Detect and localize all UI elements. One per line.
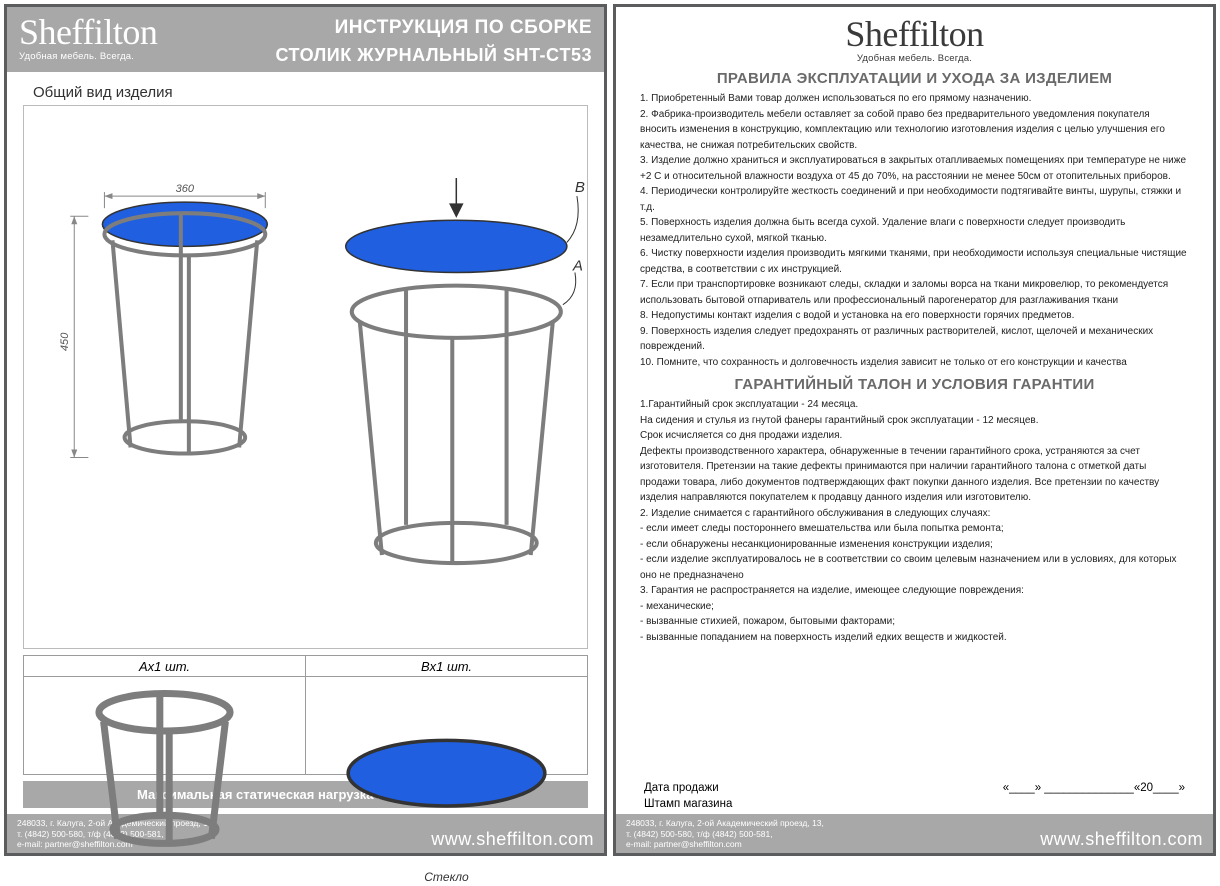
- brand-name-right: Sheffilton: [845, 17, 983, 51]
- part-a-label: A: [572, 257, 583, 274]
- tabletop-ellipse: [102, 202, 267, 246]
- stamp-label: Штамп магазина: [644, 798, 732, 810]
- warranty-item: 1.Гарантийный срок эксплуатации - 24 мес…: [640, 397, 1189, 413]
- part-b-ellipse: [346, 220, 567, 272]
- brand-name: Sheffilton: [19, 15, 157, 49]
- part-b-cell: Bх1 шт. Стекло: [306, 656, 587, 774]
- dim-height: 450: [59, 332, 71, 351]
- rule-item: 1. Приобретенный Вами товар должен испол…: [640, 91, 1189, 107]
- rule-item: 4. Периодически контролируйте жесткость …: [640, 184, 1189, 215]
- part-a-icon: [24, 677, 305, 869]
- warranty-item: - если имеет следы постороннего вмешател…: [640, 521, 1189, 537]
- warranty-item: 3. Гарантия не распространяется на издел…: [640, 583, 1189, 599]
- rule-item: 7. Если при транспортировке возникают сл…: [640, 277, 1189, 308]
- part-a-cell: Aх1 шт.: [24, 656, 306, 774]
- part-b-material: Стекло: [306, 869, 587, 886]
- product-title: СТОЛИК ЖУРНАЛЬНЫЙ SHT-CT53: [171, 45, 592, 66]
- warranty-body: 1.Гарантийный срок эксплуатации - 24 мес…: [626, 397, 1203, 645]
- warranty-item: Срок исчисляется со дня продажи изделия.: [640, 428, 1189, 444]
- warranty-item: - вызванные стихией, пожаром, бытовыми ф…: [640, 614, 1189, 630]
- date-label: Дата продажи: [644, 782, 719, 794]
- date-blank: «____» ______________«20____»: [1003, 782, 1185, 794]
- part-a-head: Aх1 шт.: [24, 656, 305, 677]
- rule-item: 6. Чистку поверхности изделия производит…: [640, 246, 1189, 277]
- right-page: Sheffilton Удобная мебель. Всегда. ПРАВИ…: [613, 4, 1216, 856]
- brand-tagline: Удобная мебель. Всегда.: [19, 51, 157, 62]
- part-b-head: Bх1 шт.: [306, 656, 587, 677]
- right-inner: Sheffilton Удобная мебель. Всегда. ПРАВИ…: [616, 7, 1213, 814]
- rule-item: 9. Поверхность изделия следует предохран…: [640, 324, 1189, 355]
- rule-item: 10. Помните, что сохранность и долговечн…: [640, 355, 1189, 371]
- warranty-item: 2. Изделие снимается с гарантийного обсл…: [640, 506, 1189, 522]
- part-b-icon: [306, 677, 587, 869]
- warranty-item: - механические;: [640, 599, 1189, 615]
- rules-body: 1. Приобретенный Вами товар должен испол…: [626, 91, 1203, 370]
- dim-width: 360: [176, 183, 195, 195]
- right-footer: 248033, г. Калуга, 2-ой Академический пр…: [616, 814, 1213, 853]
- assembly-diagram: 360 450: [23, 105, 588, 649]
- general-view-label: Общий вид изделия: [33, 84, 594, 101]
- warranty-item: - если изделие эксплуатировалось не в со…: [640, 552, 1189, 583]
- brand-logo-right: Sheffilton Удобная мебель. Всегда.: [845, 17, 983, 64]
- warranty-item: Дефекты производственного характера, обн…: [640, 444, 1189, 506]
- right-header: Sheffilton Удобная мебель. Всегда.: [626, 13, 1203, 64]
- brand-logo: Sheffilton Удобная мебель. Всегда.: [19, 15, 157, 62]
- footer-url-right: www.sheffilton.com: [1040, 828, 1203, 851]
- warranty-item: На сидения и стулья из гнутой фанеры гар…: [640, 413, 1189, 429]
- rule-item: 3. Изделие должно храниться и эксплуатир…: [640, 153, 1189, 184]
- parts-table: Aх1 шт. Bх1: [23, 655, 588, 775]
- warranty-item: - вызванные попаданием на поверхность из…: [640, 630, 1189, 646]
- rules-title: ПРАВИЛА ЭКСПЛУАТАЦИИ И УХОДА ЗА ИЗДЕЛИЕМ: [626, 70, 1203, 87]
- doc-titles: ИНСТРУКЦИЯ ПО СБОРКЕ СТОЛИК ЖУРНАЛЬНЫЙ S…: [171, 15, 592, 66]
- date-row: Дата продажи «____» ______________«20___…: [626, 780, 1203, 796]
- brand-tagline-right: Удобная мебель. Всегда.: [845, 53, 983, 64]
- stamp-row: Штамп магазина: [626, 796, 1203, 812]
- part-b-label: B: [575, 179, 585, 196]
- rule-item: 8. Недопустимы контакт изделия с водой и…: [640, 308, 1189, 324]
- left-inner: Общий вид изделия 360: [7, 72, 604, 814]
- assembly-title: ИНСТРУКЦИЯ ПО СБОРКЕ: [171, 17, 592, 39]
- rule-item: 2. Фабрика-производитель мебели оставляе…: [640, 107, 1189, 154]
- warranty-item: - если обнаружены несанкционированные из…: [640, 537, 1189, 553]
- footer-address-right: 248033, г. Калуга, 2-ой Академический пр…: [626, 818, 824, 850]
- rule-item: 5. Поверхность изделия должна быть всегд…: [640, 215, 1189, 246]
- left-page: Sheffilton Удобная мебель. Всегда. ИНСТР…: [4, 4, 607, 856]
- warranty-title: ГАРАНТИЙНЫЙ ТАЛОН И УСЛОВИЯ ГАРАНТИИ: [626, 376, 1203, 393]
- left-header: Sheffilton Удобная мебель. Всегда. ИНСТР…: [7, 7, 604, 72]
- diagram-svg: 360 450: [24, 106, 587, 648]
